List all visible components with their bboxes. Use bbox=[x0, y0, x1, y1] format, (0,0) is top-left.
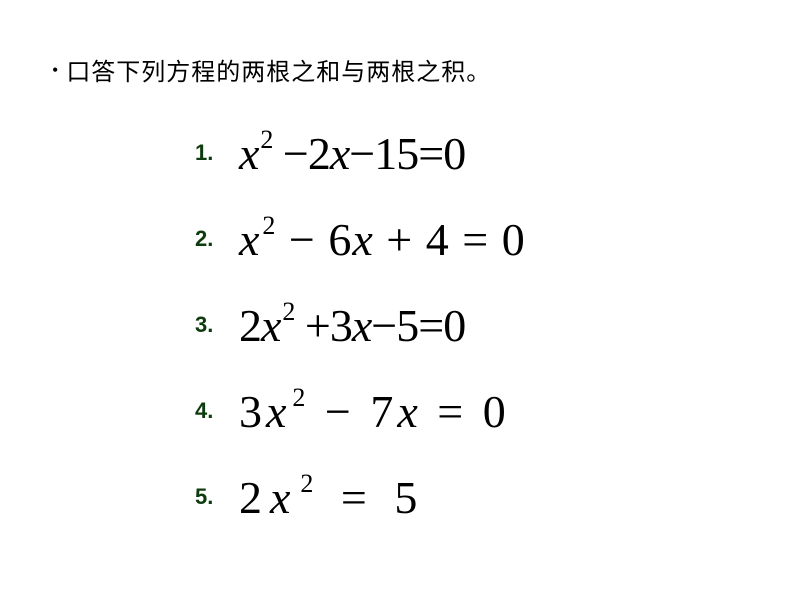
equation-row: 2. x2 − 6x + 4 = 0 bbox=[195, 203, 794, 275]
prompt-row: • 口答下列方程的两根之和与两根之积。 bbox=[0, 52, 794, 87]
equation-body: 2x2 +3x−5=0 bbox=[239, 299, 465, 352]
equation-body: 2x2 = 5 bbox=[239, 471, 425, 524]
equation-label: 2. bbox=[195, 226, 239, 252]
equation-body: 3x2 − 7x = 0 bbox=[239, 385, 510, 438]
equation-label: 3. bbox=[195, 312, 239, 338]
equation-body: x2 −2x−15=0 bbox=[239, 127, 465, 180]
equation-row: 3. 2x2 +3x−5=0 bbox=[195, 289, 794, 361]
equation-label: 5. bbox=[195, 484, 239, 510]
equation-label: 1. bbox=[195, 140, 239, 166]
equation-row: 1. x2 −2x−15=0 bbox=[195, 117, 794, 189]
equation-row: 5. 2x2 = 5 bbox=[195, 461, 794, 533]
slide: • 口答下列方程的两根之和与两根之积。 1. x2 −2x−15=0 2. x2… bbox=[0, 0, 794, 596]
equation-label: 4. bbox=[195, 398, 239, 424]
prompt-text: 口答下列方程的两根之和与两根之积。 bbox=[66, 52, 491, 87]
bullet-icon: • bbox=[52, 56, 58, 84]
equation-list: 1. x2 −2x−15=0 2. x2 − 6x + 4 = 0 3. 2x2… bbox=[0, 117, 794, 533]
equation-row: 4. 3x2 − 7x = 0 bbox=[195, 375, 794, 447]
equation-body: x2 − 6x + 4 = 0 bbox=[239, 213, 526, 266]
